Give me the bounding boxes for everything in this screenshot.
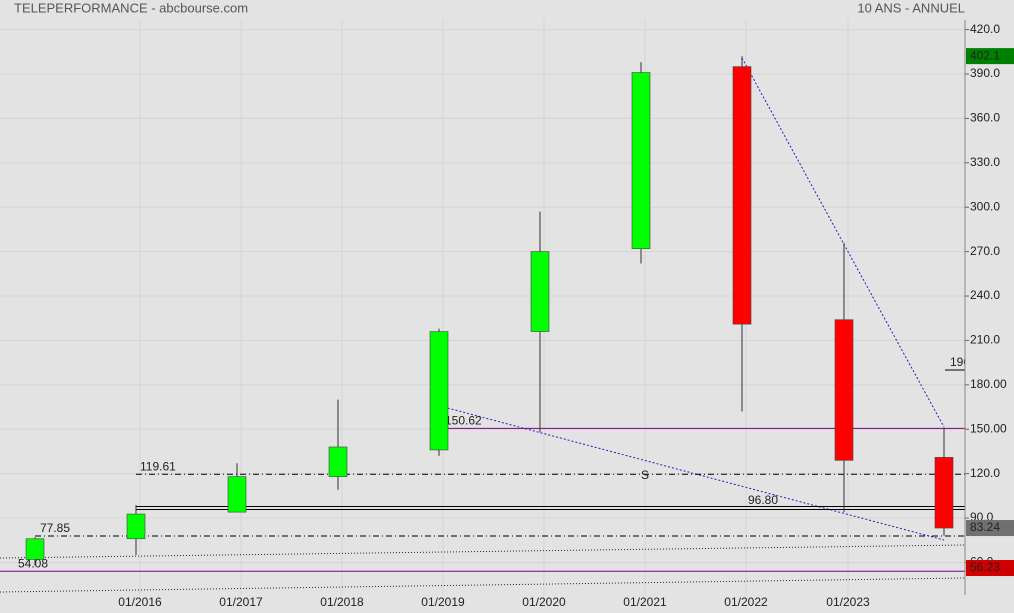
candle-body [934, 457, 954, 529]
level-label: 54.08 [18, 556, 48, 570]
x-tick-label: 01/2016 [118, 595, 162, 609]
level-label: 77.85 [40, 521, 70, 535]
x-tick-label: 01/2019 [421, 595, 465, 609]
price-tag-label: 56.23 [970, 560, 1000, 574]
candle-body [429, 331, 449, 451]
y-tick-label: 240.0 [970, 288, 1000, 302]
price-tag [966, 520, 1014, 537]
level-label: 96.80 [748, 493, 778, 507]
trend-line [0, 544, 965, 559]
x-tick-label: 01/2023 [826, 595, 870, 609]
x-tick-label: 01/2020 [522, 595, 566, 609]
candle-body [631, 72, 651, 249]
y-tick-label: 360.0 [970, 111, 1000, 125]
trend-lines [0, 57, 965, 593]
trend-line [0, 577, 965, 593]
y-tick-label: 150.00 [970, 421, 1007, 435]
y-tick-label: 390.0 [970, 66, 1000, 80]
levels: 150.62 119.61 77.85 54.08 96.80 190 [0, 355, 970, 572]
x-tick-label: 01/2022 [724, 595, 768, 609]
y-tick-label: 180.00 [970, 377, 1007, 391]
price-tag-label: 402.1 [970, 48, 1000, 62]
trend-line [439, 405, 945, 541]
candle-body [328, 446, 348, 477]
candles [25, 56, 954, 566]
price-tag [966, 48, 1014, 65]
candle-body [25, 538, 45, 560]
price-tag-label: 83.24 [970, 520, 1000, 534]
chart-title: TELEPERFORMANCE - abcbourse.com [14, 0, 248, 15]
y-tick-label: 300.0 [970, 199, 1000, 213]
y-tick-label: 330.0 [970, 155, 1000, 169]
price-tag [966, 560, 1014, 577]
annotation: S [641, 468, 649, 482]
level-label: 150.62 [445, 413, 482, 427]
x-tick-label: 01/2018 [320, 595, 364, 609]
candle-body [732, 66, 752, 325]
y-tick-label: 270.0 [970, 244, 1000, 258]
candle-body [126, 513, 146, 540]
level-label: 119.61 [140, 459, 176, 473]
candle-body [834, 319, 854, 461]
y-axis: 60.090.0120.0150.00180.00210.0240.0270.0… [965, 22, 1007, 569]
x-tick-label: 01/2017 [219, 595, 263, 609]
level-label: 190 [950, 355, 970, 369]
candle-body [227, 476, 247, 513]
x-tick-label: 01/2021 [623, 595, 667, 609]
grid [0, 20, 965, 595]
y-tick-label: 210.0 [970, 333, 1000, 347]
y-tick-label: 420.0 [970, 22, 1000, 36]
candle-body [530, 251, 550, 332]
period: 10 ANS - ANNUEL [857, 0, 965, 15]
y-tick-label: 120.0 [970, 466, 1000, 480]
